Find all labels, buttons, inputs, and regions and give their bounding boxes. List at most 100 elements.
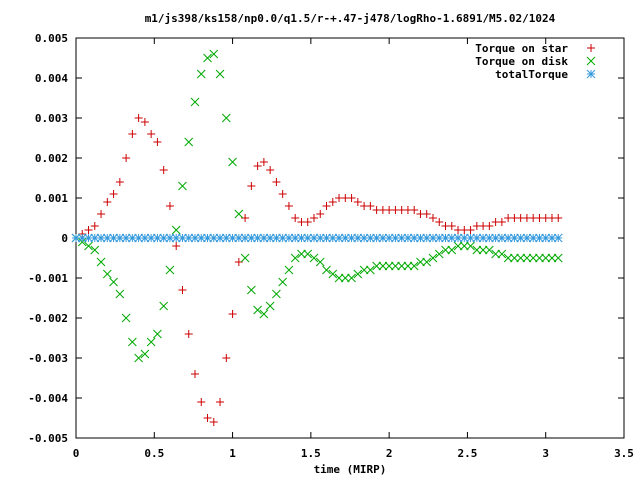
data-point xyxy=(353,269,363,279)
y-tick-label: -0.004 xyxy=(28,392,68,405)
data-point xyxy=(340,273,350,283)
data-point xyxy=(334,273,344,283)
data-point xyxy=(115,233,125,243)
data-point xyxy=(90,245,100,255)
legend-marker xyxy=(587,44,595,52)
data-point xyxy=(528,253,538,263)
data-point xyxy=(84,226,93,234)
series-totaltorque xyxy=(71,233,563,243)
data-point xyxy=(259,309,269,319)
data-point xyxy=(447,222,456,230)
data-point xyxy=(378,233,388,243)
data-point xyxy=(328,198,337,206)
data-point xyxy=(90,222,99,230)
data-point xyxy=(384,261,394,271)
legend-label: Torque on disk xyxy=(475,55,568,68)
data-point xyxy=(253,305,262,315)
data-point xyxy=(240,253,250,263)
data-point xyxy=(366,233,375,243)
data-point xyxy=(316,210,325,218)
data-point xyxy=(153,138,162,146)
data-point xyxy=(409,233,419,243)
data-point xyxy=(366,265,375,275)
legend-label: Torque on star xyxy=(475,42,568,55)
data-point xyxy=(147,130,156,138)
data-point xyxy=(234,233,244,243)
data-point xyxy=(309,253,319,263)
legend-marker xyxy=(586,69,596,79)
data-point xyxy=(128,337,137,347)
data-point xyxy=(253,162,262,170)
data-point xyxy=(272,178,281,186)
data-point xyxy=(547,253,557,263)
data-point xyxy=(453,241,463,251)
data-point xyxy=(196,69,206,79)
data-point xyxy=(140,118,149,126)
data-point xyxy=(228,310,237,318)
data-point xyxy=(203,53,212,63)
data-point xyxy=(510,253,519,263)
data-point xyxy=(215,233,225,243)
y-tick-label: 0.003 xyxy=(35,112,68,125)
x-tick-label: 0.5 xyxy=(144,447,164,460)
data-point xyxy=(391,261,400,271)
data-point xyxy=(272,233,281,243)
data-point xyxy=(359,265,369,275)
data-point xyxy=(190,97,200,107)
data-point xyxy=(478,245,488,255)
data-point xyxy=(178,181,187,191)
data-point xyxy=(503,253,513,263)
series-layer xyxy=(71,49,563,426)
data-point xyxy=(409,261,419,271)
data-point xyxy=(221,233,231,243)
x-tick-label: 3.5 xyxy=(614,447,634,460)
data-point xyxy=(184,137,194,147)
y-tick-label: 0.001 xyxy=(35,192,68,205)
data-point xyxy=(466,226,475,234)
data-point xyxy=(165,265,175,275)
y-tick-label: -0.001 xyxy=(28,272,68,285)
data-point xyxy=(121,313,131,323)
data-point xyxy=(140,349,150,359)
data-point xyxy=(171,233,181,243)
x-tick-label: 0 xyxy=(73,447,80,460)
data-point xyxy=(347,194,356,202)
data-point xyxy=(541,253,551,263)
data-point xyxy=(553,233,563,243)
x-tick-label: 2.5 xyxy=(457,447,477,460)
data-point xyxy=(140,233,150,243)
data-point xyxy=(240,233,250,243)
data-point xyxy=(322,265,331,275)
data-point xyxy=(190,370,199,378)
data-point xyxy=(115,178,124,186)
data-point xyxy=(84,241,93,251)
chart-title: m1/js398/ks158/np0.0/q1.5/r-+.47-j478/lo… xyxy=(145,12,556,25)
data-point xyxy=(96,257,106,267)
data-point xyxy=(247,233,256,243)
data-point xyxy=(109,277,118,287)
data-point xyxy=(328,269,338,279)
data-point xyxy=(528,233,538,243)
data-point xyxy=(303,249,313,259)
data-point xyxy=(284,265,294,275)
data-point xyxy=(497,249,507,259)
data-point xyxy=(109,190,118,198)
data-point xyxy=(103,198,112,206)
data-point xyxy=(259,158,268,166)
data-point xyxy=(435,218,444,226)
data-point xyxy=(146,337,156,347)
data-point xyxy=(309,214,318,222)
data-point xyxy=(247,285,256,295)
data-point xyxy=(491,233,500,243)
data-point xyxy=(416,257,425,267)
data-point xyxy=(315,257,325,267)
data-point xyxy=(203,414,212,422)
data-point xyxy=(90,233,100,243)
data-point xyxy=(434,233,444,243)
data-point xyxy=(397,261,407,271)
y-tick-label: 0.005 xyxy=(35,32,68,45)
data-point xyxy=(547,233,557,243)
data-point xyxy=(228,157,237,167)
data-point xyxy=(434,249,444,259)
